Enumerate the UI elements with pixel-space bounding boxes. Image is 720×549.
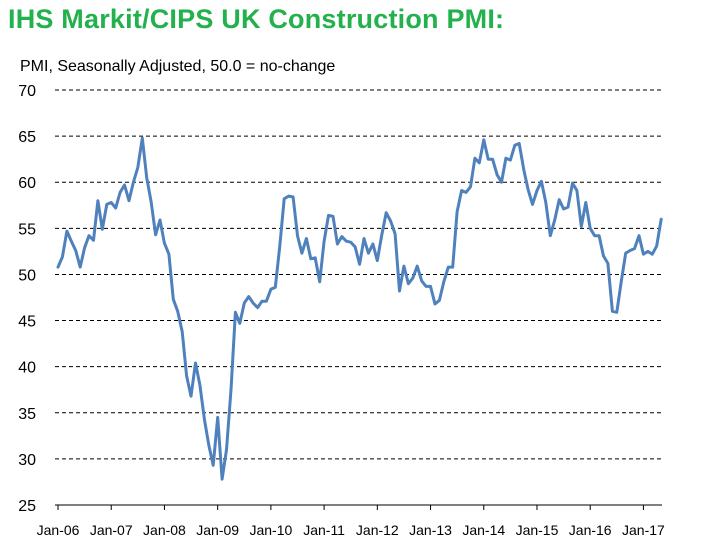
y-tick-label: 35 xyxy=(18,406,36,423)
x-tick-label: Jan-11 xyxy=(303,522,345,538)
x-tick-label: Jan-14 xyxy=(462,522,505,538)
x-tick-label: Jan-16 xyxy=(569,522,612,538)
y-tick-label: 50 xyxy=(18,267,36,284)
series-line xyxy=(56,136,663,481)
x-tick-label: Jan-08 xyxy=(143,522,186,538)
y-axis-label: PMI, Seasonally Adjusted, 50.0 = no-chan… xyxy=(20,58,336,75)
chart-title: IHS Markit/CIPS UK Construction PMI: xyxy=(8,4,505,34)
y-tick-label: 40 xyxy=(18,360,36,377)
x-tick-label: Jan-07 xyxy=(90,522,133,538)
y-tick-label: 60 xyxy=(18,175,36,192)
x-tick-label: Jan-06 xyxy=(37,522,80,538)
x-tick-label: Jan-09 xyxy=(196,522,239,538)
gridlines xyxy=(55,89,662,460)
y-tick-label: 25 xyxy=(18,498,36,515)
y-axis-ticks: 25 30 35 40 45 50 55 60 65 70 xyxy=(18,83,36,515)
x-tick-label: Jan-17 xyxy=(622,522,665,538)
x-tick-label: Jan-10 xyxy=(249,522,292,538)
y-tick-label: 55 xyxy=(18,221,36,238)
x-axis-ticks: Jan-06 Jan-07 Jan-08 Jan-09 Jan-10 Jan-11 Jan-… xyxy=(37,505,665,538)
x-tick-label: Jan-15 xyxy=(516,522,559,538)
x-tick-label: Jan-13 xyxy=(409,522,452,538)
y-tick-label: 70 xyxy=(18,83,36,100)
x-tick-label: Jan-12 xyxy=(356,522,399,538)
y-tick-label: 65 xyxy=(18,129,36,146)
series-group xyxy=(56,136,663,481)
y-tick-label: 45 xyxy=(18,314,36,331)
y-tick-label: 30 xyxy=(18,452,36,469)
